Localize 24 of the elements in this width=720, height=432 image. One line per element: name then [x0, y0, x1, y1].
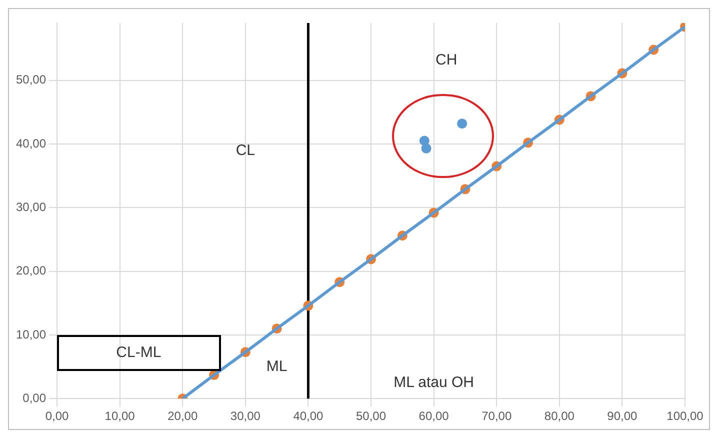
- y-tick-label: 40,00: [16, 136, 46, 150]
- x-tick-label: 40,00: [293, 409, 324, 424]
- x-tick-label: 0,00: [45, 409, 70, 424]
- x-tick-label: 80,00: [544, 409, 575, 424]
- x-tick-label: 90,00: [607, 409, 638, 424]
- y-tick-label: 10,00: [16, 327, 46, 342]
- y-tick-label: 0,00: [22, 390, 46, 405]
- annotation: ML: [266, 358, 288, 375]
- x-tick-label: 30,00: [230, 409, 261, 424]
- point: [421, 143, 432, 154]
- x-tick-label: 20,00: [168, 409, 198, 424]
- x-tick-label: 100,00: [666, 409, 704, 424]
- annotation: CL: [236, 142, 256, 159]
- x-tick-label: 60,00: [418, 409, 450, 424]
- annotation: CH: [436, 52, 458, 69]
- y-tick-label: 50,00: [16, 72, 46, 87]
- annotation: ML atau OH: [394, 374, 474, 391]
- y-tick-label: 20,00: [16, 264, 46, 278]
- x-tick-label: 50,00: [356, 409, 386, 424]
- y-tick-label: 30,00: [16, 200, 46, 214]
- x-tick-label: 70,00: [482, 409, 512, 424]
- annotation: CL-ML: [116, 344, 162, 361]
- x-tick-label: 10,00: [104, 409, 136, 424]
- point: [457, 118, 468, 129]
